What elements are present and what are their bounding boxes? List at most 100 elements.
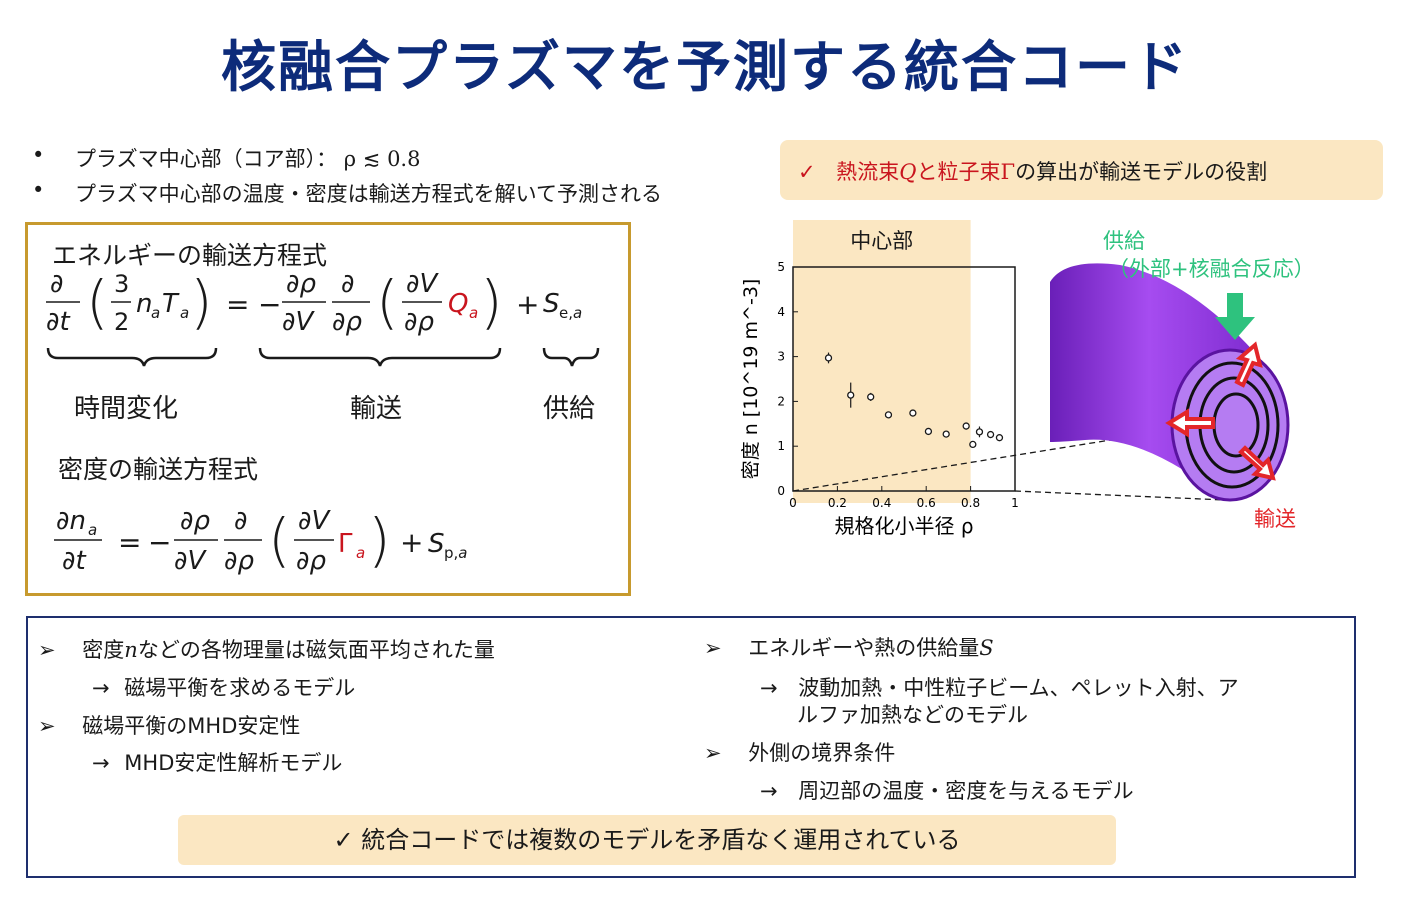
transport-arrow-up-icon	[1234, 341, 1263, 388]
svg-text:∂: ∂	[234, 506, 247, 536]
svg-text:=: =	[118, 526, 141, 559]
page-title: 核融合プラズマを予測する統合コード	[221, 35, 1189, 99]
data-point	[986, 430, 995, 439]
x-tick-label: 0.6	[917, 496, 936, 510]
item-text: 波動加熱・中性粒子ビーム、ペレット入射、ア	[798, 676, 1239, 700]
bullet-arrow-icon: ➢	[38, 638, 56, 662]
model-components-box	[26, 616, 1356, 878]
x-tick-label: 0.2	[828, 496, 847, 510]
svg-text:T: T	[162, 289, 180, 319]
svg-text:∂V: ∂V	[406, 269, 439, 299]
svg-text:∂: ∂	[50, 269, 63, 299]
svg-text:∂ρ: ∂ρ	[286, 269, 316, 299]
left-item-4: → MHD安定性解析モデル	[92, 747, 342, 777]
x-axis-label: 規格化小半径 ρ	[834, 514, 973, 538]
data-point	[969, 440, 977, 449]
svg-text:∂ρ: ∂ρ	[224, 546, 254, 576]
svg-text:∂ρ: ∂ρ	[332, 307, 362, 337]
check-icon: ✓	[798, 160, 816, 184]
svg-text:n: n	[136, 289, 152, 319]
svg-text:∂ρ: ∂ρ	[296, 546, 326, 576]
right-arrow-icon: →	[760, 779, 778, 803]
right-item-3: ➢ 外側の境界条件	[704, 737, 895, 767]
svg-text:Γ: Γ	[338, 529, 353, 559]
role-text-2: と粒子束	[916, 160, 1001, 184]
diagram-supply-detail: （外部+核融合反応）	[1108, 257, 1315, 281]
x-tick-label: 1	[1011, 496, 1019, 510]
bullet-math: ρ ≲ 0.8	[343, 147, 421, 171]
plot-frame	[792, 266, 1016, 492]
svg-text:e,a: e,a	[559, 304, 582, 322]
svg-text:+: +	[516, 288, 539, 321]
svg-text:3: 3	[114, 270, 129, 298]
svg-text:p,a: p,a	[444, 544, 468, 562]
plasma-diagram	[1050, 263, 1290, 502]
bullet-arrow-icon: ➢	[38, 714, 56, 738]
item-text: MHD安定性解析モデル	[124, 751, 343, 775]
energy-equation-heading: エネルギーの輸送方程式	[52, 241, 328, 270]
data-point	[962, 422, 970, 430]
label-supply: 供給	[543, 394, 596, 424]
svg-text:a: a	[356, 544, 365, 562]
bullet-marker: •	[32, 178, 45, 202]
data-point	[995, 434, 1004, 442]
y-tick-label: 2	[777, 394, 785, 408]
x-tick-label: 0	[789, 496, 797, 510]
core-region-highlight	[793, 220, 971, 503]
svg-text:∂V: ∂V	[298, 506, 331, 536]
transport-arrow-down-icon	[1238, 445, 1276, 481]
svg-text:∂V: ∂V	[174, 546, 207, 576]
right-arrow-icon: →	[92, 676, 110, 700]
bullet-core-range: • プラズマ中心部（コア部）： ρ ≲ 0.8	[32, 143, 752, 173]
y-tick-label: 1	[777, 439, 785, 453]
role-text-3: の算出が輸送モデルの役割	[1015, 160, 1268, 184]
svg-text:): )	[480, 268, 503, 336]
y-tick-label: 5	[777, 260, 785, 274]
data-point	[909, 409, 917, 417]
right-item-2: → 波動加熱・中性粒子ビーム、ペレット入射、ア	[760, 672, 1239, 702]
svg-text:S: S	[428, 529, 445, 559]
bullet-arrow-icon: ➢	[704, 636, 722, 660]
data-point	[847, 391, 855, 399]
transport-arrow-left-icon	[1165, 408, 1215, 438]
diagram-supply-label: 供給	[1103, 229, 1145, 253]
density-equation-heading: 密度の輸送方程式	[58, 455, 259, 484]
item-text: エネルギーや熱の供給量	[748, 636, 980, 660]
svg-text:∂t: ∂t	[62, 546, 86, 576]
data-point	[942, 430, 950, 438]
transport-model-role-box: ✓ 熱流束Qと粒子束Γの算出が輸送モデルの役割	[780, 140, 1383, 200]
right-item-4: → 周辺部の温度・密度を与えるモデル	[760, 775, 1134, 805]
right-arrow-icon: →	[92, 751, 110, 775]
role-q-symbol: Q	[899, 160, 917, 184]
item-text: 周辺部の温度・密度を与えるモデル	[798, 779, 1134, 803]
svg-text:−: −	[148, 526, 171, 559]
y-tick-label: 3	[777, 350, 785, 364]
data-point	[884, 411, 893, 419]
conclusion-box: ✓ 統合コードでは複数のモデルを矛盾なく運用されている	[178, 815, 1116, 865]
svg-text:∂V: ∂V	[282, 307, 315, 337]
bullet-text: プラズマ中心部（コア部）：	[75, 147, 338, 171]
data-point	[924, 427, 933, 436]
svg-text:Q: Q	[448, 289, 468, 319]
transport-equations: ∂ ∂t ( 3 2 n a T a ) = − ∂ρ ∂V ∂ ∂ρ ( ∂V…	[46, 268, 600, 576]
item-text: 外側の境界条件	[748, 741, 896, 765]
svg-text:∂ρ: ∂ρ	[180, 506, 210, 536]
role-text-1: 熱流束	[836, 160, 900, 184]
svg-text:∂ρ: ∂ρ	[404, 307, 434, 337]
right-arrow-icon: →	[760, 676, 778, 700]
data-point	[975, 428, 984, 436]
svg-text:−: −	[258, 288, 281, 321]
right-item-2-cont: ルファ加熱などのモデル	[797, 703, 1028, 727]
bullet-text: プラズマ中心部の温度・密度は輸送方程式を解いて予測される	[75, 182, 662, 206]
density-profile-figure: 中心部 0 0.2 0.4 0.6 0.8 1 0 1 2 3 4 5 規格化小半径 ρ 密度 n [10^…	[740, 220, 1290, 538]
svg-text:∂t: ∂t	[46, 307, 70, 337]
data-point	[867, 393, 875, 401]
y-tick-label: 0	[777, 484, 785, 498]
core-region-label: 中心部	[850, 229, 913, 253]
svg-text:a: a	[151, 304, 160, 322]
svg-text:): )	[368, 506, 391, 574]
y-tick-label: 4	[777, 305, 785, 319]
svg-text:2: 2	[114, 308, 129, 336]
svg-text:a: a	[88, 521, 97, 539]
x-tick-label: 0.8	[961, 496, 980, 510]
